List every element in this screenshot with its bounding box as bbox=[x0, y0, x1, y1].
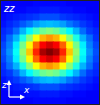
svg-text:x: x bbox=[23, 85, 30, 95]
svg-text:zz: zz bbox=[8, 3, 15, 14]
